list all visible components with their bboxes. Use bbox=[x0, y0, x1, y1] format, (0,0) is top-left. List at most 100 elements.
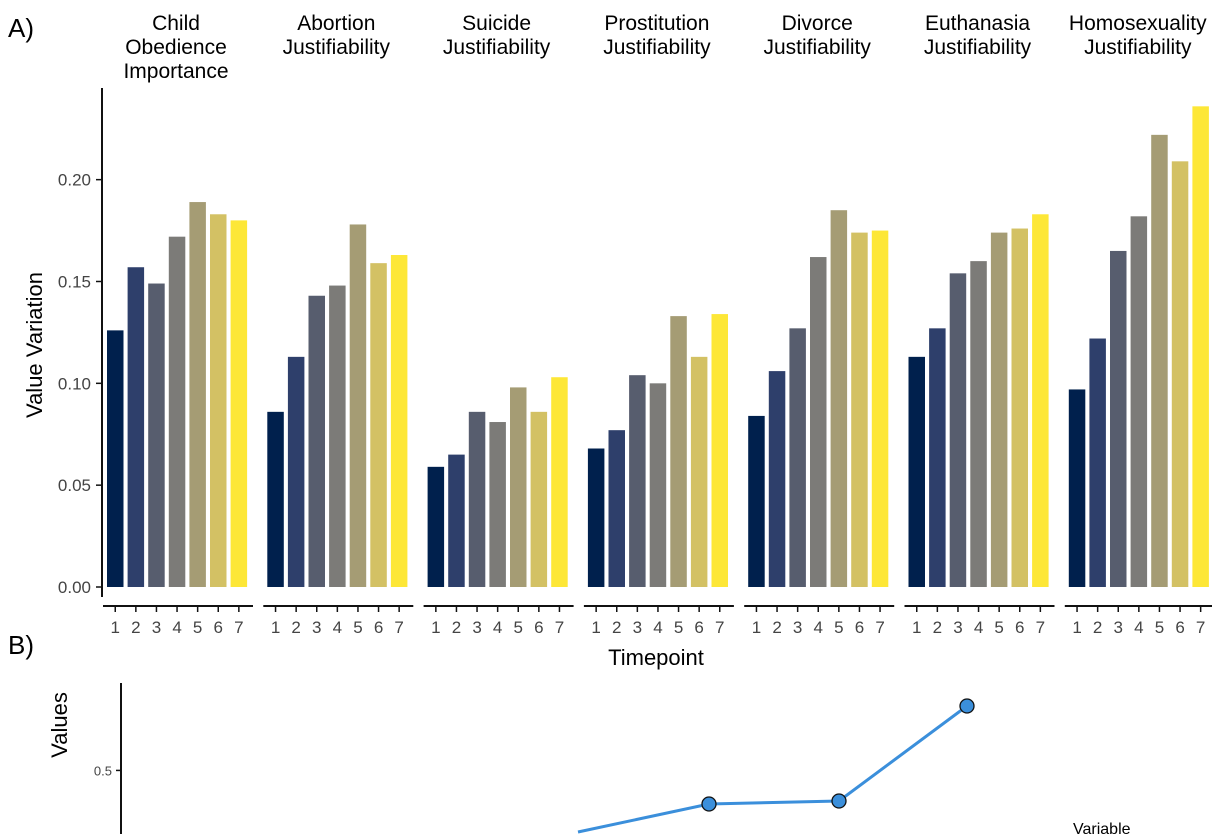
bar bbox=[711, 314, 728, 587]
facet-title: Child Obedience Importance bbox=[123, 12, 228, 83]
panel-b-y-axis-title: Values bbox=[47, 692, 72, 758]
panel-a-x-axis-title: Timepoint bbox=[608, 645, 704, 670]
bar bbox=[789, 328, 806, 587]
x-tick-label: 2 bbox=[933, 618, 942, 637]
x-tick-label: 3 bbox=[793, 618, 802, 637]
bar bbox=[308, 295, 325, 587]
facet-title: Suicide Justifiability bbox=[443, 12, 551, 59]
bar bbox=[990, 232, 1008, 588]
facet-title-line: Justifiability bbox=[1084, 36, 1192, 59]
bar bbox=[329, 285, 346, 587]
facet-title: Prostitution Justifiability bbox=[603, 12, 711, 59]
bar bbox=[370, 263, 387, 587]
facet-4: Prostitution Justifiability 1 2 3 4 5 6 7 bbox=[583, 12, 734, 637]
facet-1: Child Obedience Importance 1 2 3 4 5 6 7 bbox=[103, 12, 253, 637]
bar bbox=[649, 383, 667, 587]
x-tick-label: 5 bbox=[674, 618, 683, 637]
x-tick-label: 7 bbox=[1036, 618, 1045, 637]
bar bbox=[530, 411, 548, 587]
bar bbox=[210, 214, 227, 587]
panel-a: A) 0.00 0.05 0.10 0.15 0.20 Child Obedience Im… bbox=[8, 12, 1212, 670]
bar bbox=[230, 220, 248, 587]
bar bbox=[587, 448, 605, 587]
x-tick-label: 7 bbox=[1196, 618, 1205, 637]
bar bbox=[510, 387, 527, 587]
x-tick-label: 3 bbox=[312, 618, 321, 637]
bar bbox=[189, 202, 206, 588]
x-tick-label: 3 bbox=[472, 618, 481, 637]
facet-6: Euthanasia Justifiability 1 2 3 4 5 6 7 bbox=[904, 12, 1055, 637]
x-tick-label: 2 bbox=[612, 618, 621, 637]
facet-title-line: Suicide bbox=[462, 12, 531, 35]
x-tick-label: 4 bbox=[1134, 618, 1143, 637]
data-point bbox=[959, 698, 975, 714]
x-tick-label: 1 bbox=[912, 618, 921, 637]
bar bbox=[148, 283, 165, 587]
bar bbox=[127, 267, 145, 587]
bar bbox=[1011, 228, 1028, 587]
bar bbox=[1151, 134, 1168, 587]
x-tick-label: 1 bbox=[752, 618, 761, 637]
bar bbox=[267, 411, 284, 587]
facet-title-line: Importance bbox=[123, 60, 228, 83]
x-tick-label: 3 bbox=[152, 618, 161, 637]
x-tick-label: 4 bbox=[333, 618, 342, 637]
bar bbox=[768, 371, 786, 587]
data-point bbox=[831, 793, 847, 809]
x-tick-label: 6 bbox=[1015, 618, 1024, 637]
x-tick-label: 7 bbox=[875, 618, 884, 637]
bar bbox=[690, 356, 708, 587]
bar bbox=[551, 377, 568, 587]
panel-b-y-ticks: 0.5 bbox=[94, 763, 121, 778]
bar bbox=[908, 356, 925, 587]
x-tick-label: 6 bbox=[534, 618, 543, 637]
bar bbox=[427, 466, 445, 587]
x-tick-label: 2 bbox=[772, 618, 781, 637]
facet-title-line: Euthanasia bbox=[925, 12, 1030, 35]
bar bbox=[1110, 250, 1127, 587]
facet-title-line: Abortion bbox=[297, 12, 375, 35]
facet-title-line: Justifiability bbox=[283, 36, 391, 59]
x-tick-label: 6 bbox=[374, 618, 383, 637]
bar bbox=[970, 261, 987, 587]
facet-title-line: Divorce bbox=[782, 12, 853, 35]
x-tick-label: 1 bbox=[591, 618, 600, 637]
y-tick-label: 0.05 bbox=[58, 476, 91, 495]
facet-title: Euthanasia Justifiability bbox=[924, 12, 1032, 59]
x-tick-label: 2 bbox=[452, 618, 461, 637]
facet-title-line: Justifiability bbox=[603, 36, 711, 59]
facet-title-line: Obedience bbox=[125, 36, 227, 59]
bar bbox=[168, 236, 186, 587]
facet-7: Homosexuality Justifiability 1 2 3 4 5 6 7 bbox=[1064, 12, 1212, 637]
facet-2: Abortion Justifiability 1 2 3 4 5 6 7 bbox=[263, 12, 414, 637]
x-tick-label: 1 bbox=[271, 618, 280, 637]
facet-title-line: Prostitution bbox=[604, 12, 709, 35]
x-tick-label: 2 bbox=[131, 618, 140, 637]
panel-b-label: B) bbox=[8, 630, 34, 660]
bar bbox=[1192, 106, 1209, 587]
bar bbox=[1171, 161, 1189, 587]
x-tick-label: 5 bbox=[1155, 618, 1164, 637]
bar bbox=[107, 330, 124, 587]
facet-title-line: Child bbox=[152, 12, 200, 35]
bar bbox=[1130, 216, 1148, 588]
bar bbox=[1032, 214, 1049, 587]
x-tick-label: 7 bbox=[555, 618, 564, 637]
facet-title-line: Homosexuality bbox=[1069, 12, 1207, 35]
panel-b-series bbox=[577, 698, 975, 834]
x-tick-label: 4 bbox=[493, 618, 502, 637]
bar bbox=[489, 422, 506, 587]
x-tick-label: 7 bbox=[715, 618, 724, 637]
bar bbox=[670, 316, 687, 587]
facet-title: Homosexuality Justifiability bbox=[1069, 12, 1207, 59]
series-line bbox=[577, 704, 968, 834]
bar bbox=[629, 375, 646, 587]
y-tick-label: 0.5 bbox=[94, 763, 112, 778]
y-tick-label: 0.15 bbox=[58, 272, 91, 291]
x-tick-label: 1 bbox=[431, 618, 440, 637]
facet-title-line: Justifiability bbox=[443, 36, 551, 59]
bar bbox=[929, 328, 946, 587]
x-tick-label: 4 bbox=[653, 618, 662, 637]
facet-5: Divorce Justifiability 1 2 3 4 5 6 7 bbox=[744, 12, 895, 637]
